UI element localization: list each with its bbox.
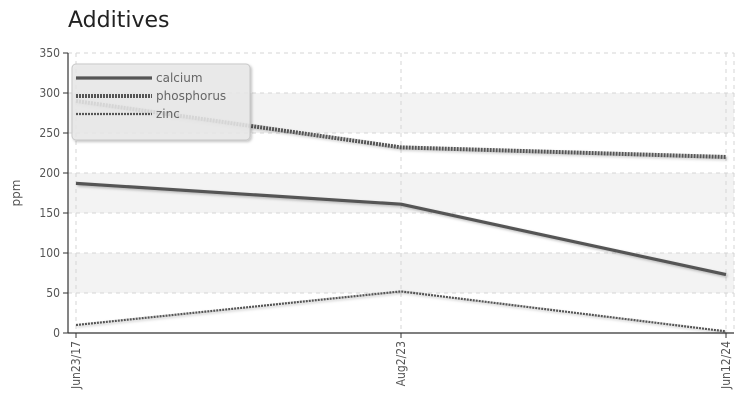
- y-tick-label: 200: [39, 166, 60, 180]
- chart-title: Additives: [68, 8, 170, 33]
- x-tick-label: Jun23/17: [69, 341, 83, 390]
- y-tick-label: 100: [39, 246, 60, 260]
- y-tick-label: 0: [53, 326, 60, 340]
- series-line-calcium: [75, 181, 727, 277]
- y-tick-label: 350: [39, 46, 60, 60]
- y-tick-label: 300: [39, 86, 60, 100]
- x-tick-labels: Jun23/17 Aug2/23 Jun12/24: [69, 341, 733, 390]
- legend-label-calcium: calcium: [156, 71, 203, 85]
- x-tick-label: Aug2/23: [394, 341, 408, 386]
- series-line-zinc: [75, 290, 727, 333]
- y-tick-label: 150: [39, 206, 60, 220]
- legend-label-zinc: zinc: [156, 107, 180, 121]
- legend-label-phosphorus: phosphorus: [156, 89, 226, 103]
- legend: calcium phosphorus zinc: [71, 63, 251, 141]
- x-tick-label: Jun12/24: [719, 341, 733, 390]
- y-tick-label: 50: [46, 286, 60, 300]
- axes: [63, 52, 734, 338]
- y-tick-labels: 0 50 100 150 200 250 300 350: [39, 46, 60, 340]
- legend-box: [71, 63, 251, 141]
- y-axis-label: ppm: [9, 180, 23, 207]
- y-tick-label: 250: [39, 126, 60, 140]
